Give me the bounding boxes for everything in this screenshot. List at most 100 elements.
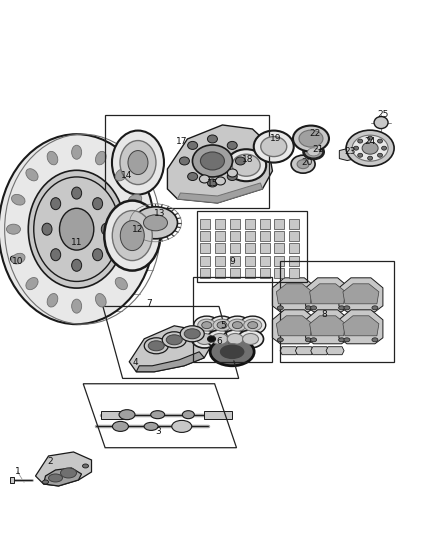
Polygon shape (230, 244, 240, 253)
Ellipse shape (11, 195, 25, 205)
Ellipse shape (291, 155, 315, 173)
Polygon shape (339, 310, 383, 344)
Ellipse shape (232, 154, 260, 176)
Ellipse shape (244, 319, 262, 331)
Ellipse shape (277, 306, 283, 310)
Polygon shape (275, 231, 284, 241)
Ellipse shape (197, 334, 212, 344)
Ellipse shape (236, 157, 245, 165)
Polygon shape (275, 219, 284, 229)
Text: 13: 13 (154, 209, 166, 217)
Polygon shape (200, 219, 210, 229)
Ellipse shape (95, 151, 106, 165)
Ellipse shape (134, 207, 177, 239)
Ellipse shape (26, 278, 38, 289)
Polygon shape (260, 268, 269, 278)
Ellipse shape (0, 134, 155, 324)
Ellipse shape (119, 410, 135, 419)
Polygon shape (306, 310, 350, 344)
Ellipse shape (352, 135, 388, 161)
Ellipse shape (28, 170, 125, 288)
Ellipse shape (372, 338, 378, 342)
Text: 17: 17 (176, 137, 187, 146)
Text: 22: 22 (310, 129, 321, 138)
Polygon shape (311, 346, 329, 355)
Ellipse shape (378, 139, 382, 143)
Text: 18: 18 (242, 156, 253, 164)
Text: 8: 8 (321, 310, 327, 319)
Text: 24: 24 (364, 137, 376, 146)
Ellipse shape (305, 338, 311, 342)
Ellipse shape (240, 316, 266, 334)
Ellipse shape (222, 330, 248, 348)
Ellipse shape (151, 410, 165, 419)
Polygon shape (275, 244, 284, 253)
Polygon shape (276, 316, 312, 336)
Ellipse shape (180, 326, 204, 342)
Polygon shape (290, 268, 299, 278)
Polygon shape (343, 284, 379, 304)
Ellipse shape (120, 141, 156, 184)
Ellipse shape (51, 249, 61, 261)
Ellipse shape (144, 338, 168, 354)
Polygon shape (200, 268, 210, 278)
Ellipse shape (207, 330, 233, 348)
Ellipse shape (187, 141, 198, 149)
Polygon shape (260, 256, 269, 265)
Ellipse shape (226, 149, 266, 181)
Ellipse shape (49, 474, 63, 482)
Polygon shape (310, 284, 346, 304)
Text: 10: 10 (12, 257, 23, 265)
Polygon shape (245, 231, 254, 241)
Ellipse shape (243, 334, 258, 344)
Polygon shape (306, 278, 350, 312)
Ellipse shape (115, 169, 127, 181)
Ellipse shape (248, 321, 258, 329)
Polygon shape (272, 310, 316, 344)
Ellipse shape (113, 422, 128, 431)
Ellipse shape (208, 336, 215, 342)
Ellipse shape (339, 338, 345, 342)
Ellipse shape (11, 256, 18, 263)
Polygon shape (290, 244, 299, 253)
Ellipse shape (358, 139, 363, 143)
Polygon shape (290, 219, 299, 229)
Ellipse shape (182, 410, 194, 419)
Ellipse shape (47, 294, 58, 307)
Ellipse shape (299, 130, 323, 147)
Ellipse shape (277, 338, 283, 342)
Polygon shape (204, 410, 232, 419)
Polygon shape (245, 268, 254, 278)
Ellipse shape (297, 160, 309, 168)
Text: 1: 1 (14, 467, 21, 476)
Ellipse shape (72, 299, 81, 313)
Polygon shape (215, 244, 225, 253)
Ellipse shape (192, 145, 233, 177)
Ellipse shape (34, 177, 120, 281)
Polygon shape (245, 219, 254, 229)
Ellipse shape (237, 330, 264, 348)
Ellipse shape (227, 173, 237, 181)
Ellipse shape (42, 223, 52, 235)
Text: 3: 3 (155, 427, 161, 436)
Ellipse shape (162, 332, 186, 348)
Polygon shape (230, 268, 240, 278)
Polygon shape (129, 326, 212, 372)
Polygon shape (230, 231, 240, 241)
Ellipse shape (210, 338, 254, 366)
Ellipse shape (208, 179, 217, 187)
Ellipse shape (101, 223, 111, 235)
Ellipse shape (51, 198, 61, 209)
Ellipse shape (128, 253, 142, 264)
Ellipse shape (212, 334, 228, 344)
Ellipse shape (261, 136, 287, 157)
Ellipse shape (372, 306, 378, 310)
Ellipse shape (227, 334, 243, 344)
Text: 25: 25 (378, 110, 389, 119)
Ellipse shape (72, 187, 81, 199)
Ellipse shape (304, 145, 324, 159)
Polygon shape (200, 244, 210, 253)
Ellipse shape (233, 321, 242, 329)
Polygon shape (215, 268, 225, 278)
Text: 7: 7 (146, 300, 152, 308)
